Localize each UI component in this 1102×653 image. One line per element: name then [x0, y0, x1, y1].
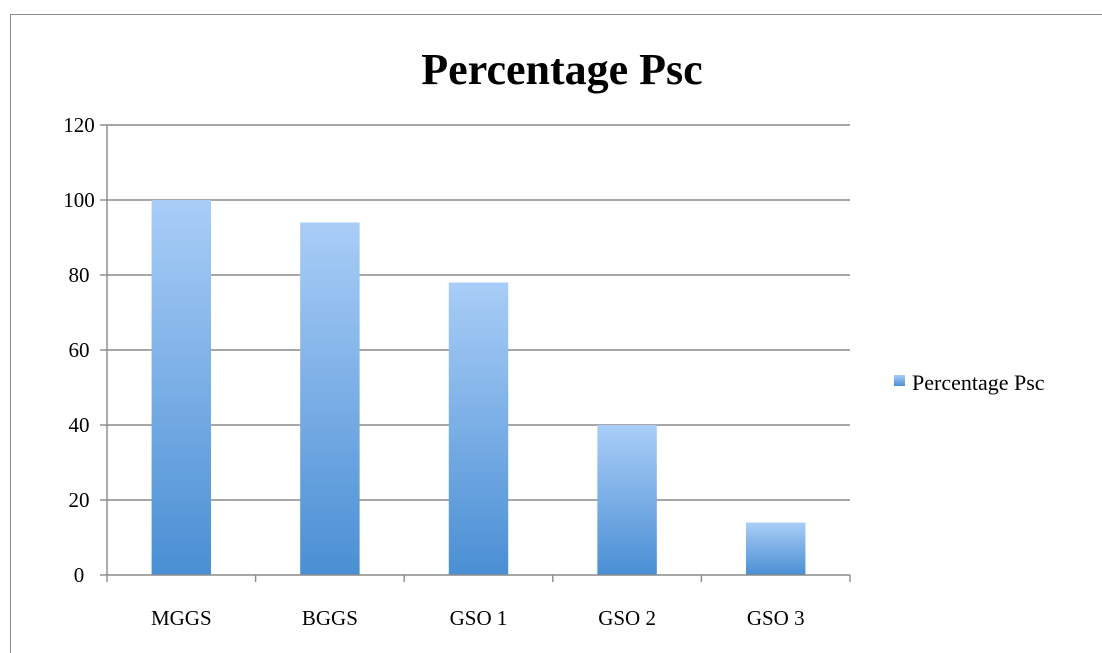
x-tick-label: MGGS [151, 606, 212, 630]
y-tick-label: 40 [69, 413, 90, 437]
bar-gso-3 [745, 522, 806, 575]
chart-frame [10, 14, 1102, 653]
y-tick-label: 20 [69, 488, 90, 512]
x-tick-label: GSO 1 [450, 606, 508, 630]
y-tick-label: 100 [63, 188, 95, 212]
x-tick-labels: MGGS BGGS GSO 1 GSO 2 GSO 3 [151, 606, 805, 630]
bar-gso-1 [448, 282, 509, 575]
bar-bggs [300, 222, 360, 575]
y-tick-label: 120 [63, 113, 95, 137]
x-tick-label: GSO 3 [747, 606, 805, 630]
bars [151, 200, 806, 575]
axes [100, 124, 851, 582]
y-tick-label: 80 [69, 263, 90, 287]
legend-label: Percentage Psc [912, 370, 1045, 395]
y-tick-label: 0 [74, 563, 85, 587]
bar-mggs [151, 200, 212, 575]
chart-title: Percentage Psc [421, 45, 702, 94]
legend: Percentage Psc [894, 370, 1045, 395]
x-tick-label: BGGS [302, 606, 358, 630]
legend-swatch [894, 375, 905, 386]
x-tick-label: GSO 2 [598, 606, 656, 630]
y-tick-labels: 0 20 40 60 80 100 120 [63, 113, 95, 587]
bar-gso-2 [597, 425, 657, 575]
y-tick-label: 60 [69, 338, 90, 362]
